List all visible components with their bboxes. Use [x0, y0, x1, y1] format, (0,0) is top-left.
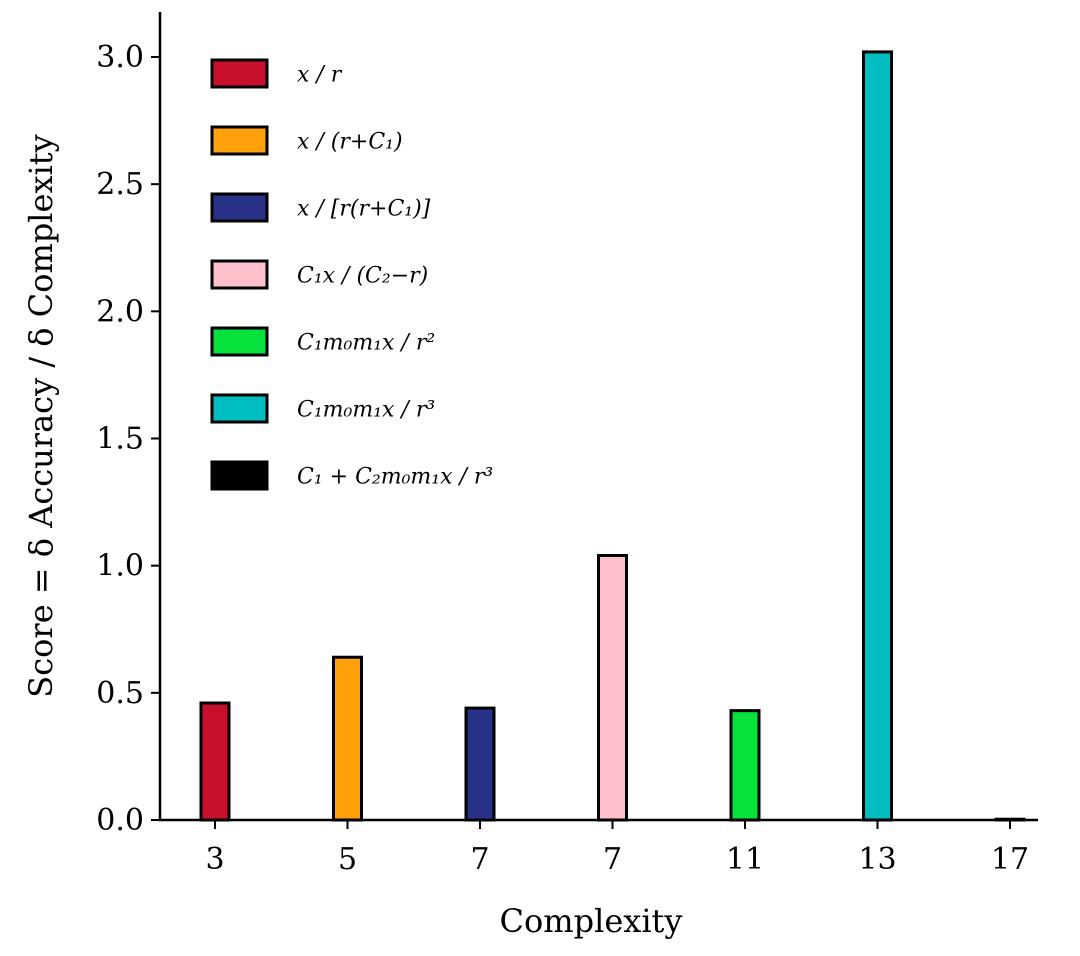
legend-swatch-5 [210, 393, 269, 424]
bar-4 [729, 709, 761, 822]
legend-label-6: C₁ + C₂m₀m₁x / r³ [297, 465, 493, 490]
bar-5 [862, 50, 893, 822]
x-ticks-group: 3 5 7 7 11 13 17 [205, 820, 1029, 877]
bars-group [199, 50, 1026, 822]
legend-label-0: x / r [297, 63, 343, 88]
legend-swatch-2 [210, 192, 269, 223]
legend-label-2: x / [r(r+C₁)] [297, 197, 431, 222]
legend: x / r x / (r+C₁) x / [r(r+C₁)] C₁x / (C₂−r)… [210, 58, 493, 491]
y-axis-label: Score = δ Accuracy / δ Complexity [22, 134, 60, 697]
legend-swatch-6 [210, 460, 269, 491]
bar-3 [597, 553, 628, 822]
x-tick-label: 17 [991, 842, 1029, 877]
legend-label-3: C₁x / (C₂−r) [297, 264, 428, 289]
legend-swatch-3 [210, 259, 269, 290]
legend-label-1: x / (r+C₁) [297, 130, 403, 155]
legend-swatch-1 [210, 125, 269, 156]
x-tick-label: 3 [205, 842, 224, 877]
x-tick-label: 7 [470, 842, 489, 877]
x-tick-label: 13 [858, 842, 896, 877]
y-tick-label: 3.0 [96, 40, 144, 75]
x-tick-label: 5 [338, 842, 357, 877]
x-axis-label: Complexity [500, 902, 683, 940]
y-tick-label: 2.0 [96, 294, 144, 329]
y-ticks-group: 0.0 0.5 1.0 1.5 2.0 2.5 3.0 [96, 40, 160, 838]
bar-0 [199, 701, 231, 822]
bar-2 [464, 706, 496, 822]
bar-1 [332, 655, 363, 822]
y-tick-label: 2.5 [96, 167, 144, 202]
y-tick-label: 0.5 [96, 676, 144, 711]
y-tick-label: 1.5 [96, 422, 144, 457]
legend-swatch-4 [210, 326, 269, 357]
legend-label-5: C₁m₀m₁x / r³ [297, 398, 435, 423]
legend-swatch-0 [210, 58, 269, 89]
x-tick-label: 7 [603, 842, 622, 877]
y-tick-label: 0.0 [96, 803, 144, 838]
axes-group [158, 12, 1038, 822]
x-tick-label: 11 [726, 842, 764, 877]
y-tick-label: 1.0 [96, 549, 144, 584]
legend-label-4: C₁m₀m₁x / r² [297, 331, 435, 356]
